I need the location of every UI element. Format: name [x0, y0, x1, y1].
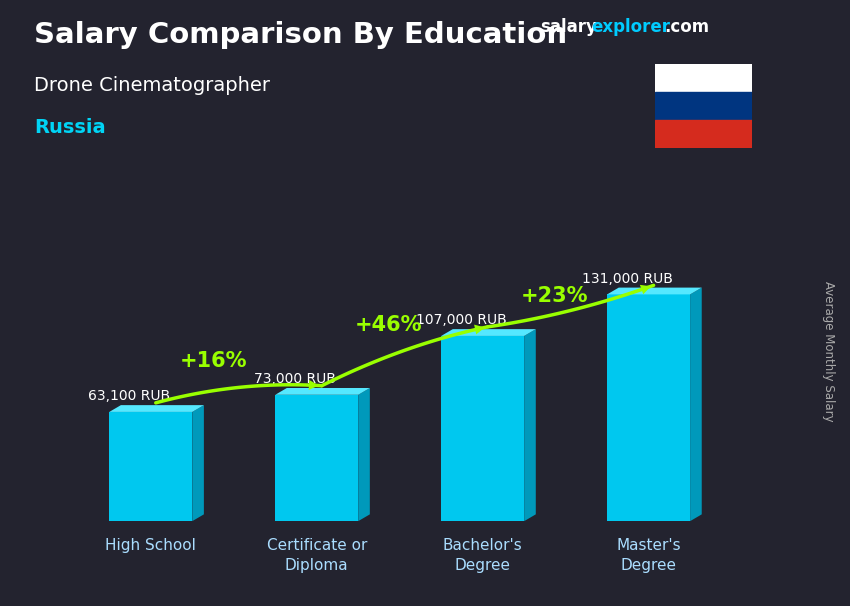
- Text: .com: .com: [665, 18, 710, 36]
- Text: 107,000 RUB: 107,000 RUB: [416, 313, 507, 327]
- Text: +46%: +46%: [354, 315, 422, 335]
- Bar: [654, 64, 752, 92]
- Bar: [654, 92, 752, 120]
- Text: +23%: +23%: [520, 286, 588, 306]
- Polygon shape: [110, 405, 204, 412]
- Text: 73,000 RUB: 73,000 RUB: [254, 372, 336, 386]
- Bar: [110, 412, 192, 521]
- Polygon shape: [607, 288, 702, 295]
- Text: Average Monthly Salary: Average Monthly Salary: [822, 281, 836, 422]
- Text: Drone Cinematographer: Drone Cinematographer: [34, 76, 270, 95]
- Polygon shape: [275, 388, 370, 395]
- Polygon shape: [441, 329, 536, 336]
- Text: 131,000 RUB: 131,000 RUB: [581, 271, 672, 286]
- Text: Russia: Russia: [34, 118, 105, 137]
- Polygon shape: [524, 329, 536, 521]
- Bar: [607, 295, 690, 521]
- Bar: [654, 120, 752, 148]
- Text: Salary Comparison By Education: Salary Comparison By Education: [34, 21, 567, 49]
- Text: +16%: +16%: [180, 351, 247, 371]
- Text: explorer: explorer: [591, 18, 670, 36]
- Polygon shape: [690, 288, 702, 521]
- Polygon shape: [358, 388, 370, 521]
- Bar: [441, 336, 524, 521]
- Polygon shape: [192, 405, 204, 521]
- Bar: [275, 395, 358, 521]
- Text: salary: salary: [540, 18, 597, 36]
- Text: 63,100 RUB: 63,100 RUB: [88, 389, 170, 404]
